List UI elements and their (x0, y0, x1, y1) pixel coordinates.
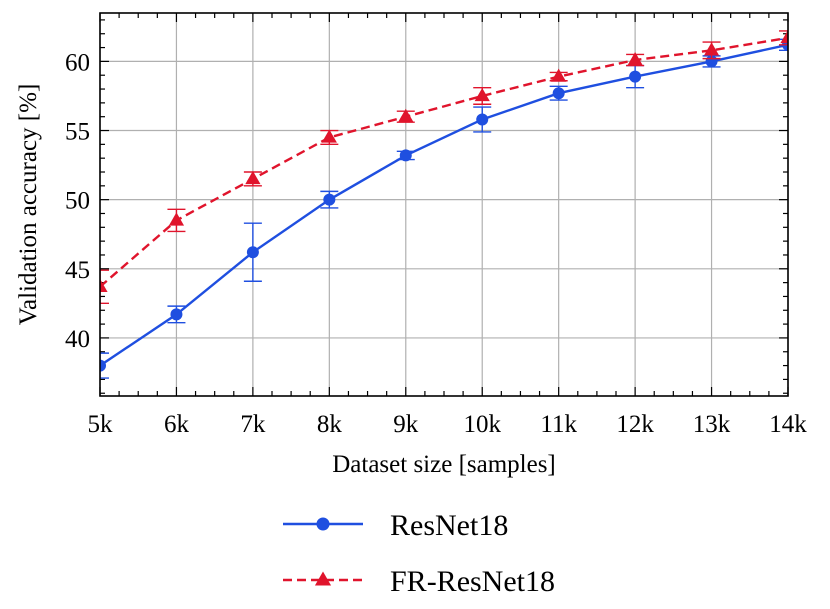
data-point-fr-resnet18 (627, 52, 643, 66)
legend: ResNet18 FR-ResNet18 (283, 509, 555, 598)
data-point-resnet18 (170, 308, 183, 321)
legend-marker-resnet18 (316, 517, 330, 531)
x-tick-label: 9k (393, 411, 419, 438)
y-tick-label: 50 (65, 188, 90, 215)
series-fr-resnet18 (100, 29, 788, 305)
x-tick-label: 7k (240, 411, 266, 438)
legend-marker-fr-resnet18 (314, 571, 332, 586)
x-tick-label: 14k (769, 411, 807, 438)
data-point-resnet18 (552, 87, 565, 100)
tick-labels: 5k 6k 7k 8k 9k 10k 11k 12k 13k 14k 40 45 50 55 60 (65, 49, 807, 438)
series-resnet18 (100, 38, 788, 379)
data-point-fr-resnet18 (245, 170, 261, 185)
data-point-fr-resnet18 (168, 212, 185, 226)
data-point-resnet18 (629, 70, 642, 83)
data-point-resnet18 (399, 149, 412, 162)
y-tick-label: 40 (65, 326, 90, 353)
x-tick-label: 13k (693, 411, 731, 438)
legend-entry-resnet18: ResNet18 (283, 509, 508, 542)
x-tick-label: 8k (317, 411, 343, 438)
data-point-fr-resnet18 (100, 278, 108, 292)
x-axis-label: Dataset size [samples] (332, 451, 556, 478)
data-point-fr-resnet18 (474, 87, 490, 102)
legend-label-resnet18: ResNet18 (390, 509, 508, 542)
legend-entry-fr-resnet18: FR-ResNet18 (283, 565, 555, 598)
data-point-resnet18 (323, 193, 336, 206)
data-point-resnet18 (100, 359, 106, 372)
plot-frame (99, 12, 789, 397)
data-point-fr-resnet18 (703, 42, 720, 56)
data-point-resnet18 (476, 113, 489, 126)
y-tick-label: 55 (65, 119, 90, 146)
y-tick-label: 45 (65, 257, 90, 284)
data-point-resnet18 (246, 246, 259, 259)
y-tick-label: 60 (65, 49, 90, 76)
x-tick-label: 11k (540, 411, 577, 438)
series-line-fr-resnet18 (100, 36, 788, 288)
x-tick-label: 5k (88, 411, 114, 438)
x-tick-label: 12k (616, 411, 654, 438)
data-point-fr-resnet18 (551, 68, 567, 82)
y-axis-label: Validation accuracy [%] (15, 84, 42, 326)
data-point-fr-resnet18 (780, 29, 788, 44)
legend-label-fr-resnet18: FR-ResNet18 (390, 565, 555, 598)
series-line-resnet18 (100, 43, 788, 367)
series-layer (100, 29, 788, 379)
grid-lines (99, 13, 789, 396)
data-point-fr-resnet18 (321, 129, 337, 143)
axis-ticks (99, 13, 789, 396)
x-tick-label: 10k (463, 411, 501, 438)
x-tick-label: 6k (164, 411, 190, 438)
data-point-fr-resnet18 (398, 108, 414, 122)
